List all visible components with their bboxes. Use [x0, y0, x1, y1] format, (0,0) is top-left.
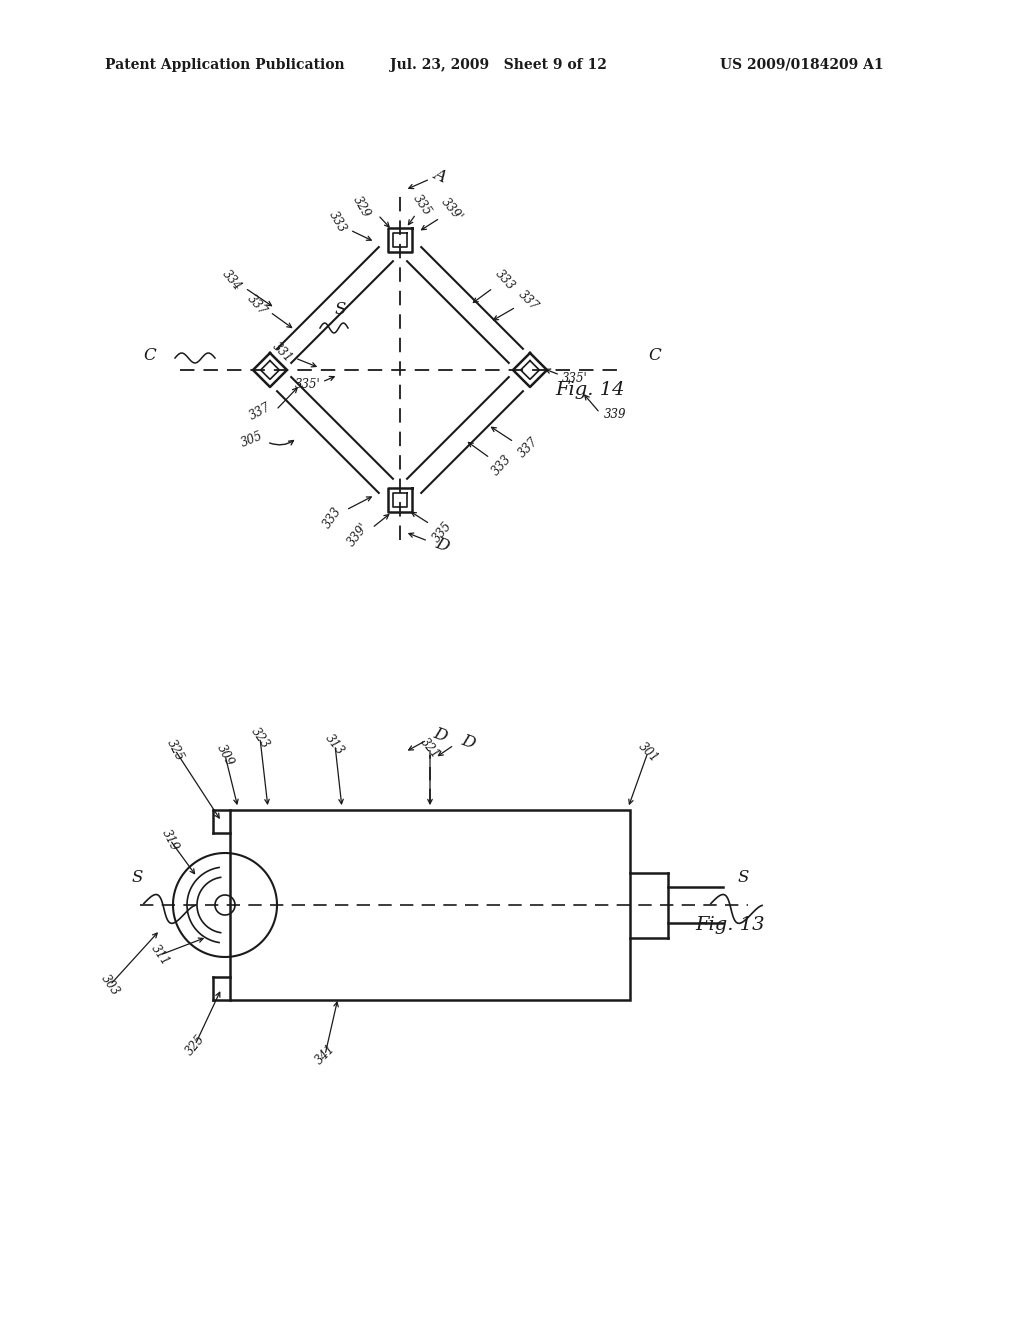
Text: 301: 301	[636, 739, 660, 764]
Text: 337: 337	[245, 292, 269, 318]
Text: Jul. 23, 2009   Sheet 9 of 12: Jul. 23, 2009 Sheet 9 of 12	[390, 58, 607, 73]
Text: 329: 329	[351, 194, 374, 220]
Text: 339: 339	[604, 408, 627, 421]
Text: 339': 339'	[438, 195, 465, 224]
Text: 321: 321	[418, 735, 442, 760]
Text: D: D	[459, 731, 477, 752]
Text: 333: 333	[321, 506, 344, 531]
Text: 323: 323	[248, 725, 271, 751]
Text: 305: 305	[240, 430, 265, 450]
Text: D: D	[431, 725, 450, 746]
Text: 335': 335'	[295, 379, 321, 392]
Text: 333: 333	[489, 453, 514, 478]
Text: 309: 309	[214, 742, 236, 768]
Text: 325: 325	[183, 1032, 207, 1057]
Text: US 2009/0184209 A1: US 2009/0184209 A1	[720, 58, 884, 73]
Text: 325: 325	[164, 737, 186, 763]
Text: Patent Application Publication: Patent Application Publication	[105, 58, 345, 73]
Text: 334: 334	[220, 267, 244, 293]
Text: 339': 339'	[345, 521, 371, 549]
Text: C: C	[648, 346, 662, 363]
Text: 337: 337	[515, 288, 541, 313]
Text: 335: 335	[411, 191, 434, 218]
Text: Fig. 13: Fig. 13	[695, 916, 765, 935]
Text: 333: 333	[493, 267, 517, 293]
Text: 311: 311	[148, 942, 172, 968]
Bar	[230, 810, 630, 1001]
Text: Fig. 14: Fig. 14	[555, 381, 625, 399]
Text: 341: 341	[312, 1043, 338, 1068]
Text: C: C	[143, 346, 157, 363]
Text: S: S	[334, 301, 346, 318]
Text: D: D	[433, 535, 452, 556]
Text: A: A	[431, 165, 450, 185]
Text: 303: 303	[98, 972, 122, 998]
Text: 319: 319	[159, 828, 181, 853]
Text: S: S	[737, 869, 749, 886]
Text: 335: 335	[430, 519, 455, 545]
Text: S: S	[131, 869, 142, 886]
Text: 337: 337	[247, 401, 273, 422]
Text: 313: 313	[323, 733, 347, 758]
Text: 331: 331	[269, 339, 295, 364]
Text: 335': 335'	[562, 371, 588, 384]
Text: 333: 333	[327, 209, 349, 235]
Text: 337: 337	[515, 436, 541, 461]
